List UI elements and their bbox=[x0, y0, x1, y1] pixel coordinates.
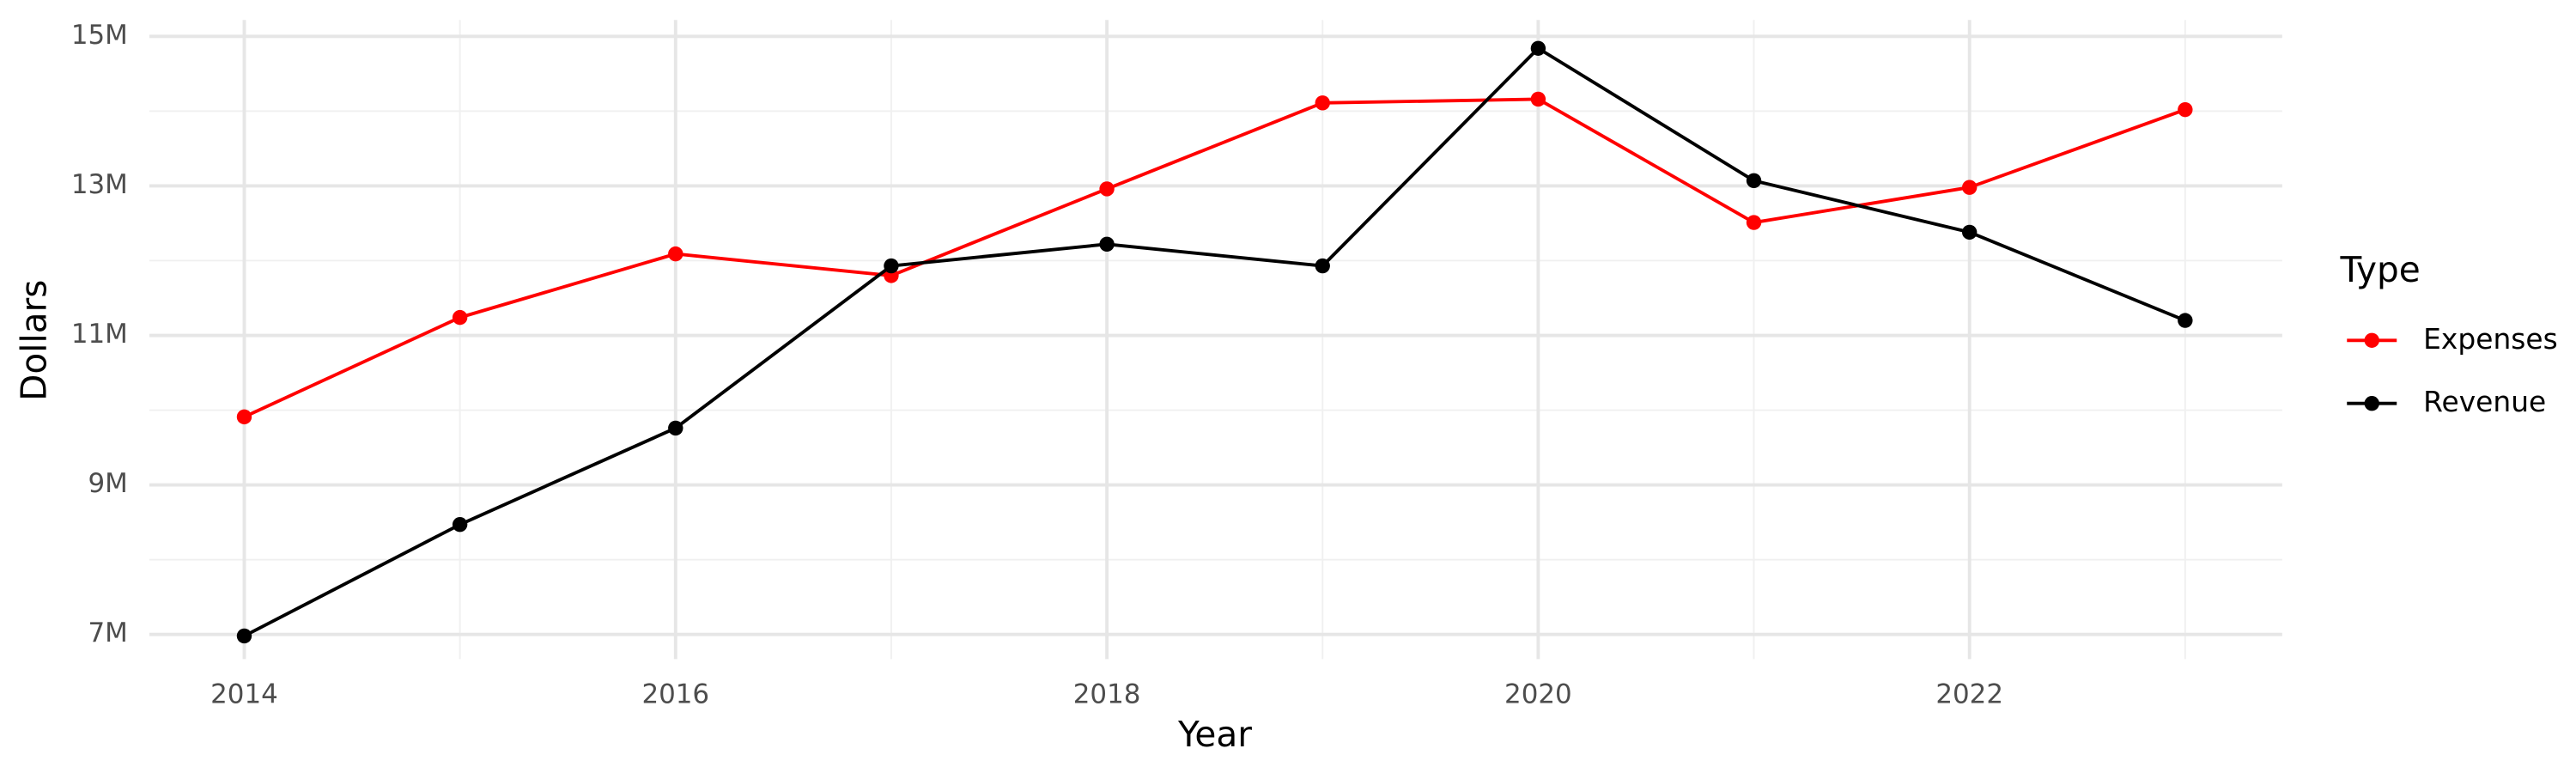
data-point bbox=[2178, 313, 2193, 328]
data-point bbox=[884, 258, 899, 274]
data-point bbox=[1746, 173, 1762, 189]
data-point bbox=[2178, 101, 2193, 118]
legend-title: Type bbox=[2340, 249, 2421, 290]
data-point bbox=[1961, 180, 1978, 195]
data-point bbox=[668, 420, 683, 436]
x-tick-label: 2014 bbox=[210, 679, 278, 709]
data-point bbox=[452, 517, 468, 533]
series-line bbox=[243, 97, 2186, 419]
series-line bbox=[243, 46, 2186, 638]
y-tick-label: 11M bbox=[71, 319, 128, 350]
data-point bbox=[236, 628, 252, 644]
x-tick-label: 2020 bbox=[1504, 679, 1572, 709]
legend-key-point bbox=[2364, 332, 2379, 348]
y-tick-label: 15M bbox=[71, 20, 128, 51]
x-tick-label: 2022 bbox=[1935, 679, 2003, 709]
data-point bbox=[1746, 215, 1762, 230]
data-point bbox=[1530, 91, 1546, 107]
data-point bbox=[1099, 181, 1115, 197]
legend-label: Revenue bbox=[2423, 385, 2546, 418]
y-tick-label: 13M bbox=[71, 169, 128, 200]
data-point bbox=[236, 409, 252, 425]
y-tick-label: 9M bbox=[88, 468, 127, 499]
legend-label: Expenses bbox=[2423, 322, 2558, 356]
data-point bbox=[1315, 95, 1330, 111]
y-axis-title: Dollars bbox=[14, 280, 55, 401]
data-point bbox=[1530, 40, 1546, 56]
data-point bbox=[668, 246, 683, 262]
legend-key-point bbox=[2364, 396, 2379, 411]
x-axis-title: Year bbox=[1177, 714, 1252, 755]
y-tick-label: 7M bbox=[88, 618, 127, 648]
x-tick-label: 2016 bbox=[641, 679, 709, 709]
data-point bbox=[1099, 236, 1115, 253]
data-point bbox=[1315, 258, 1330, 274]
data-point bbox=[1961, 224, 1978, 240]
x-tick-label: 2018 bbox=[1073, 679, 1141, 709]
data-point bbox=[452, 309, 468, 326]
